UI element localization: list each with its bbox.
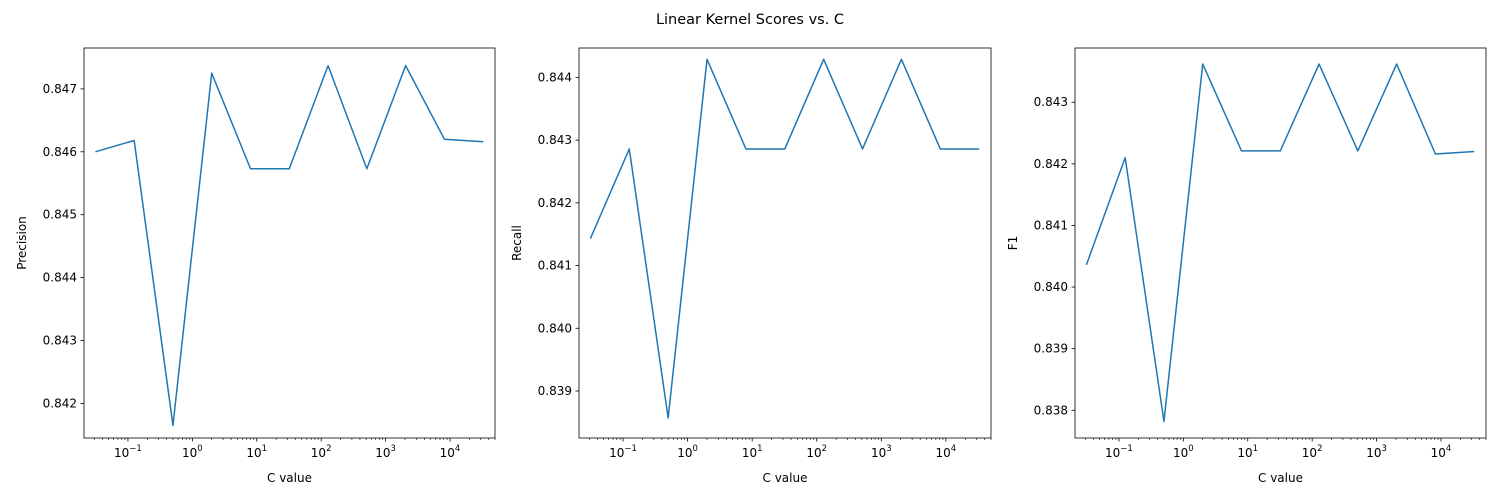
y-tick-label: 0.840 bbox=[538, 321, 572, 335]
x-tick-label: 101 bbox=[246, 444, 267, 460]
x-tick-label: 104 bbox=[440, 444, 461, 460]
x-tick-label: 10−1 bbox=[114, 444, 142, 460]
y-tick-label: 0.838 bbox=[1034, 403, 1068, 417]
y-tick-label: 0.840 bbox=[1034, 280, 1068, 294]
y-tick-label: 0.844 bbox=[43, 271, 77, 285]
x-tick-label: 104 bbox=[1431, 444, 1452, 460]
y-tick-label: 0.844 bbox=[538, 70, 572, 84]
x-tick-label: 103 bbox=[375, 444, 396, 460]
subplot-recall: 10−1 100 101 102 103 104 0.839 0.840 0.841 0.842 0… bbox=[510, 47, 992, 485]
x-tick-label: 102 bbox=[311, 444, 332, 460]
y-tick-label: 0.843 bbox=[1034, 95, 1068, 109]
y-tick-label: 0.843 bbox=[538, 133, 572, 147]
x-tick-label: 101 bbox=[742, 444, 763, 460]
y-tick-label: 0.842 bbox=[43, 396, 77, 410]
y-tick-label: 0.847 bbox=[43, 82, 77, 96]
y-axis-label: F1 bbox=[1006, 236, 1020, 251]
subplot-f1: 10−1 100 101 102 103 104 0.838 0.839 0.840 0.841 0… bbox=[1006, 47, 1487, 485]
x-tick-label: 103 bbox=[871, 444, 892, 460]
x-tick-label: 10−1 bbox=[609, 444, 637, 460]
x-axis-label: C value bbox=[267, 471, 312, 485]
axes-frame bbox=[83, 47, 496, 439]
x-tick-label: 102 bbox=[806, 444, 827, 460]
x-tick-label: 100 bbox=[182, 444, 203, 460]
x-tick-label: 103 bbox=[1366, 444, 1387, 460]
series-line-precision bbox=[95, 64, 484, 427]
subplots: 10−1 100 101 102 103 104 0.842 0.843 0.844 0.845 0… bbox=[15, 47, 1487, 485]
y-tick-label: 0.841 bbox=[1034, 218, 1068, 232]
x-tick-label: 10−1 bbox=[1105, 444, 1133, 460]
y-tick-label: 0.839 bbox=[538, 384, 572, 398]
x-axis-label: C value bbox=[763, 471, 808, 485]
x-axis-label: C value bbox=[1258, 471, 1303, 485]
y-tick-label: 0.839 bbox=[1034, 342, 1068, 356]
axes-frame bbox=[1074, 47, 1487, 439]
figure-suptitle: Linear Kernel Scores vs. C bbox=[656, 12, 844, 28]
series-line-recall bbox=[589, 58, 980, 419]
x-tick-label: 100 bbox=[1173, 444, 1194, 460]
subplot-precision: 10−1 100 101 102 103 104 0.842 0.843 0.844 0.845 0… bbox=[15, 47, 496, 485]
y-axis-label: Recall bbox=[510, 225, 524, 261]
series-line-f1 bbox=[1085, 63, 1475, 423]
axes-frame bbox=[578, 47, 992, 439]
y-tick-label: 0.845 bbox=[43, 208, 77, 222]
x-tick-label: 101 bbox=[1237, 444, 1258, 460]
y-tick-label: 0.843 bbox=[43, 334, 77, 348]
x-tick-label: 102 bbox=[1302, 444, 1323, 460]
y-tick-label: 0.842 bbox=[538, 196, 572, 210]
y-axis-label: Precision bbox=[15, 216, 29, 270]
y-tick-label: 0.842 bbox=[1034, 157, 1068, 171]
y-tick-label: 0.846 bbox=[43, 145, 77, 159]
x-tick-label: 100 bbox=[677, 444, 698, 460]
x-tick-label: 104 bbox=[936, 444, 957, 460]
y-tick-label: 0.841 bbox=[538, 259, 572, 273]
